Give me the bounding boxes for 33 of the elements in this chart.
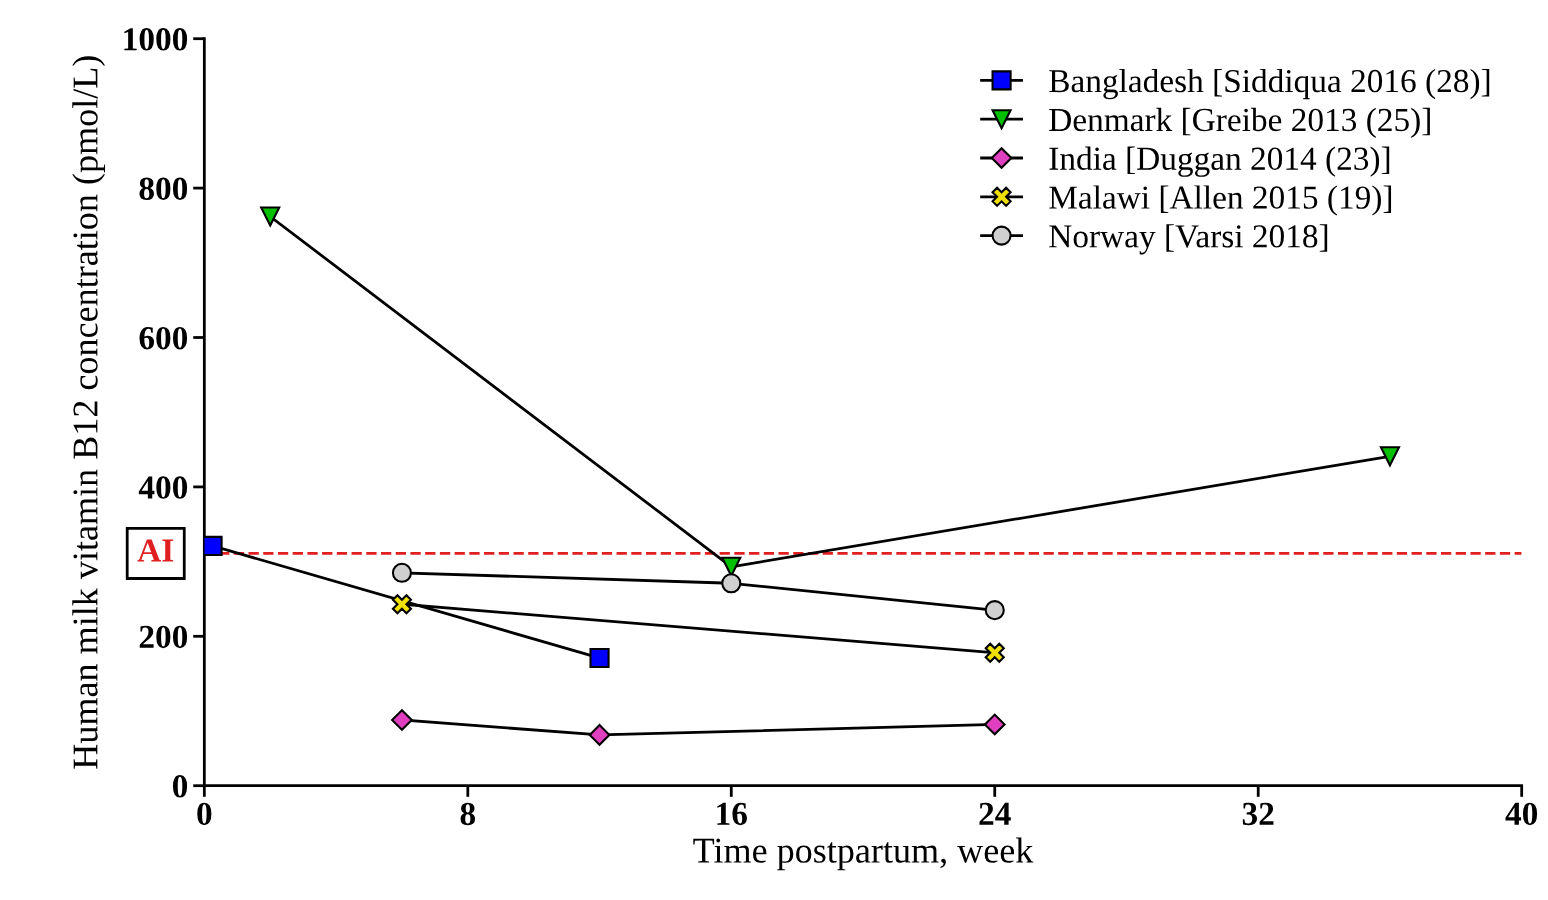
point — [391, 562, 413, 583]
legend-label: India [Duggan 2014 (23)] — [1049, 146, 1390, 177]
point — [1379, 446, 1401, 467]
point — [721, 556, 742, 577]
point — [984, 642, 1005, 663]
point — [204, 535, 223, 556]
x-axis-title: Time postpartum, week — [693, 837, 1034, 871]
legend-label: Malawi [Allen 2015 (19)] — [1049, 185, 1392, 216]
y-tick-label: 600 — [139, 326, 188, 350]
point — [260, 206, 281, 227]
legend-label: Bangladesh [Siddiqua 2016 (28)] — [1049, 68, 1490, 100]
point — [588, 724, 611, 746]
x-tick-label: 16 — [717, 802, 747, 826]
y-tick-label: 800 — [139, 177, 188, 200]
legend-label: Denmark [Greibe 2013 (25)] — [1049, 107, 1430, 138]
x-tick-label: 32 — [1242, 802, 1274, 826]
y-tick-label: 1000 — [124, 28, 188, 51]
point — [589, 647, 610, 669]
point — [721, 573, 742, 594]
y-tick-label: 200 — [139, 625, 188, 649]
point — [983, 713, 1006, 736]
x-tick-label: 0 — [197, 802, 212, 826]
x-tick-label: 8 — [460, 802, 476, 826]
legend-label: Norway [Varsi 2018] — [1049, 224, 1328, 255]
y-axis-title: Human milk vitamin B12 concentration (pmol/L) — [72, 56, 106, 769]
point — [984, 600, 1005, 621]
x-tick-label: 40 — [1505, 802, 1538, 826]
point — [391, 709, 413, 731]
y-tick-label: 400 — [138, 476, 188, 499]
x-tick-label: 24 — [979, 802, 1011, 825]
ref-line-label: AI — [137, 539, 174, 562]
point — [391, 594, 413, 615]
y-tick-label: 0 — [172, 775, 188, 798]
